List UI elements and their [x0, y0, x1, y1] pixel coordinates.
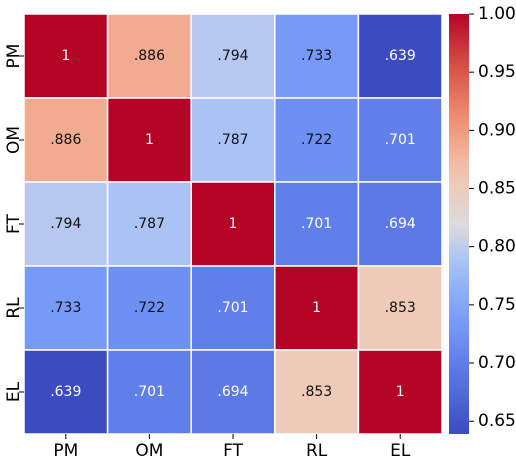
colorbar-tick-label: 0.85 — [478, 179, 516, 199]
heatmap-cell-rl-el — [357, 265, 443, 351]
heatmap-cell-value: 1 — [145, 132, 154, 148]
x-tick-label-el: EL — [390, 441, 411, 461]
heatmap-cell-pm-ft — [190, 13, 276, 99]
colorbar: 0.65 0.70 0.75 0.80 0.85 0.90 0.95 1.00 — [449, 4, 516, 434]
heatmap-cell-el-ft — [190, 349, 276, 435]
heatmap-cell-labels: 1 .886 .794 .733 .639 .886 1 .787 .722 .701 .794 .7… — [50, 48, 416, 400]
heatmap-cells — [23, 13, 443, 435]
heatmap-cell-value: .733 — [50, 300, 81, 316]
heatmap-cell-value: .787 — [217, 132, 248, 148]
y-tick-label-el: EL — [4, 381, 24, 402]
heatmap-cell-value: .639 — [50, 384, 81, 400]
y-tick-label-pm: PM — [4, 44, 24, 69]
heatmap-cell-pm-pm — [23, 13, 109, 99]
heatmap-cell-value: .722 — [301, 132, 332, 148]
colorbar-tick-label: 1.00 — [478, 4, 516, 24]
heatmap-cell-value: .722 — [134, 300, 165, 316]
heatmap-cell-value: .694 — [217, 384, 248, 400]
heatmap-cell-om-ft — [190, 97, 276, 183]
heatmap-cell-value: .886 — [50, 132, 81, 148]
colorbar-tick-label: 0.80 — [478, 237, 516, 257]
heatmap-cell-ft-om — [106, 181, 192, 267]
heatmap-cell-el-pm — [23, 349, 109, 435]
heatmap-cell-value: 1 — [396, 384, 405, 400]
heatmap-cell-value: 1 — [229, 216, 238, 232]
heatmap-cell-value: 1 — [61, 48, 70, 64]
heatmap-cell-rl-om — [106, 265, 192, 351]
heatmap-cell-pm-om — [106, 13, 192, 99]
heatmap-cell-value: .701 — [301, 216, 332, 232]
heatmap-cell-ft-rl — [274, 181, 360, 267]
y-tick-label-ft: FT — [4, 213, 24, 233]
heatmap-cell-value: .787 — [134, 216, 165, 232]
heatmap-cell-value: .701 — [217, 300, 248, 316]
heatmap-cell-om-el — [357, 97, 443, 183]
x-axis-tick-labels: PM OM FT RL EL — [53, 434, 411, 461]
heatmap-cell-value: .701 — [134, 384, 165, 400]
colorbar-tick-label: 0.95 — [478, 62, 516, 82]
x-tick-label-ft: FT — [223, 441, 243, 461]
heatmap-cell-value: .701 — [385, 132, 416, 148]
heatmap-cell-value: 1 — [312, 300, 321, 316]
colorbar-gradient — [449, 14, 469, 434]
x-tick-label-om: OM — [135, 441, 163, 461]
colorbar-tick-label: 0.75 — [478, 295, 516, 315]
heatmap-cell-value: .853 — [301, 384, 332, 400]
heatmap-cell-rl-rl — [274, 265, 360, 351]
x-tick-label-pm: PM — [53, 441, 78, 461]
x-tick-label-rl: RL — [306, 441, 328, 461]
heatmap-cell-value: .639 — [385, 48, 416, 64]
heatmap-cell-value: .853 — [385, 300, 416, 316]
colorbar-tick-label: 0.65 — [478, 411, 516, 431]
heatmap-cell-el-om — [106, 349, 192, 435]
y-tick-label-rl: RL — [4, 297, 24, 319]
heatmap-cell-value: .794 — [50, 216, 81, 232]
heatmap-cell-value: .733 — [301, 48, 332, 64]
y-axis-tick-labels: PM OM FT RL EL — [4, 44, 24, 402]
heatmap-cell-value: .794 — [217, 48, 248, 64]
colorbar-tick-label: 0.90 — [478, 120, 516, 140]
heatmap-cell-rl-ft — [190, 265, 276, 351]
colorbar-tick-label: 0.70 — [478, 353, 516, 373]
heatmap-cell-value: .886 — [134, 48, 165, 64]
y-tick-label-om: OM — [4, 126, 24, 154]
heatmap-cell-el-el — [357, 349, 443, 435]
heatmap-cell-value: .694 — [385, 216, 416, 232]
